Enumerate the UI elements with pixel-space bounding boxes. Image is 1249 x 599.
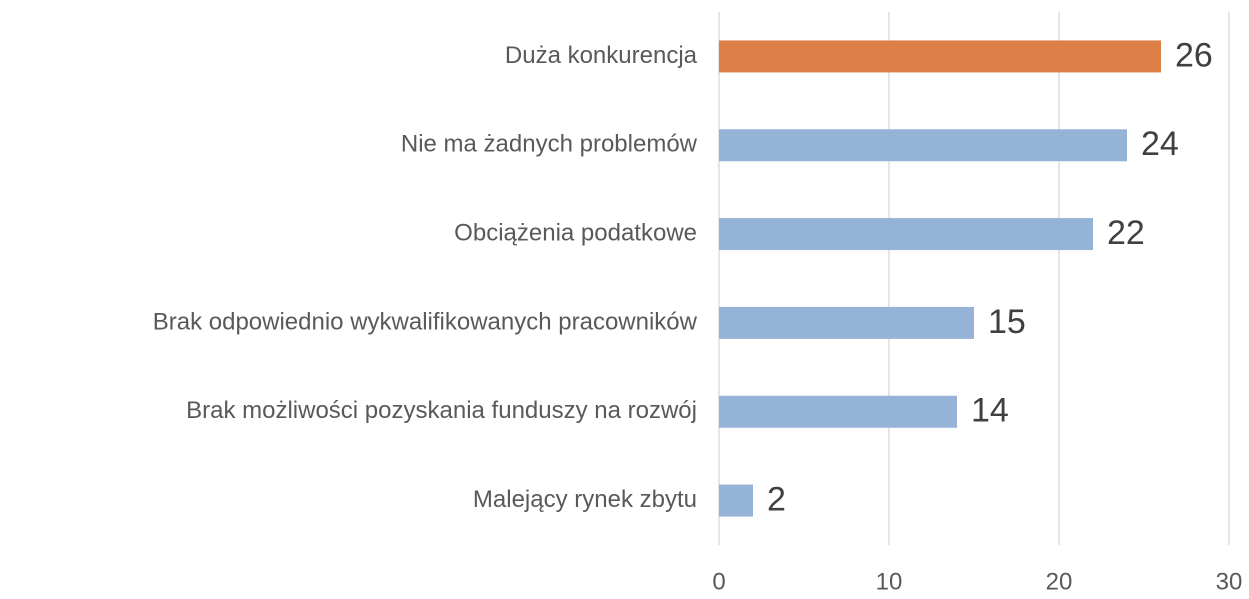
value-label: 14 bbox=[971, 392, 1009, 430]
y-tick-label: Duża konkurencja bbox=[505, 42, 698, 69]
bar bbox=[719, 40, 1161, 73]
value-label: 15 bbox=[988, 303, 1026, 341]
y-tick-label: Nie ma żadnych problemów bbox=[401, 131, 698, 158]
value-label: 24 bbox=[1141, 125, 1179, 163]
y-tick-label: Brak możliwości pozyskania funduszy na r… bbox=[186, 397, 697, 424]
x-tick-label: 30 bbox=[1216, 568, 1243, 595]
x-tick-label: 10 bbox=[876, 568, 903, 595]
bar bbox=[719, 395, 957, 428]
y-tick-label: Malejący rynek zbytu bbox=[473, 486, 697, 513]
y-tick-label: Brak odpowiednio wykwalifikowanych praco… bbox=[153, 308, 698, 335]
value-label: 2 bbox=[767, 481, 786, 519]
x-tick-label: 0 bbox=[712, 568, 725, 595]
bar bbox=[719, 218, 1093, 251]
bar bbox=[719, 306, 974, 339]
x-tick-label: 20 bbox=[1046, 568, 1073, 595]
bar bbox=[719, 484, 753, 517]
value-label: 26 bbox=[1175, 36, 1213, 74]
y-tick-label: Obciążenia podatkowe bbox=[454, 219, 697, 246]
bar bbox=[719, 129, 1127, 162]
value-label: 22 bbox=[1107, 214, 1145, 252]
